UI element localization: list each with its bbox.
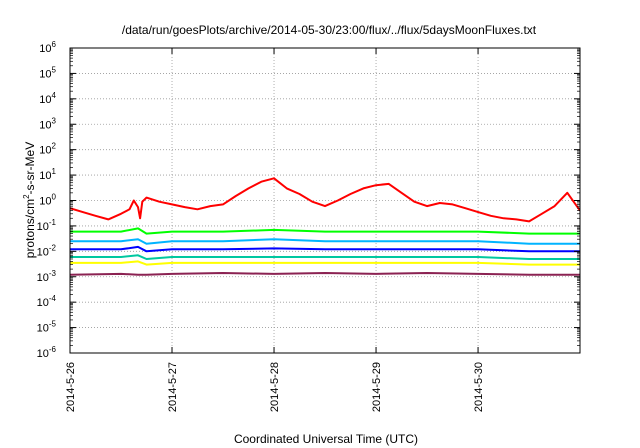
series-line (70, 177, 580, 223)
axis-layer: 10-6 10-5 10-4 10-3 10-2 10-1 100 101 102 103 104 1… (37, 40, 581, 412)
y-axis-label: protons/cm2-s-sr-MeV (22, 142, 37, 258)
y-tick-label: 100 (39, 193, 56, 208)
x-tick-label: 2014-5-30 (473, 362, 485, 412)
y-tick-label: 101 (39, 167, 56, 182)
y-tick-label: 105 (39, 65, 56, 80)
y-tick-label: 10-2 (37, 243, 57, 258)
series-line (70, 272, 580, 276)
y-tick-label: 102 (39, 142, 56, 157)
series-line (70, 227, 580, 235)
y-axis-label-main: protons/cm (23, 199, 37, 258)
plot-frame (69, 47, 581, 354)
series-line (70, 254, 580, 260)
grid-layer (70, 48, 580, 353)
y-tick-label: 106 (39, 40, 56, 55)
y-tick-label: 10-5 (37, 320, 57, 335)
y-axis-label-exp: 2 (22, 194, 31, 199)
series-line (70, 245, 580, 253)
plot-layer (70, 177, 580, 276)
y-tick-label: 10-4 (37, 294, 57, 309)
x-tick-label: 2014-5-27 (167, 362, 179, 412)
y-axis-label-rest: -s-sr-MeV (23, 142, 37, 195)
y-tick-label: 103 (39, 116, 56, 131)
y-tick-label: 10-6 (37, 345, 57, 360)
y-tick-label: 104 (39, 91, 56, 106)
x-axis-label: Coordinated Universal Time (UTC) (234, 432, 418, 446)
x-tick-label: 2014-5-28 (269, 362, 281, 412)
series-line (70, 260, 580, 266)
x-tick-label: 2014-5-29 (371, 362, 383, 412)
chart-title: /data/run/goesPlots/archive/2014-05-30/2… (122, 23, 537, 37)
series-line (70, 238, 580, 245)
y-tick-label: 10-3 (37, 269, 57, 284)
x-tick-label: 2014-5-26 (65, 362, 77, 412)
y-tick-label: 10-1 (37, 218, 57, 233)
